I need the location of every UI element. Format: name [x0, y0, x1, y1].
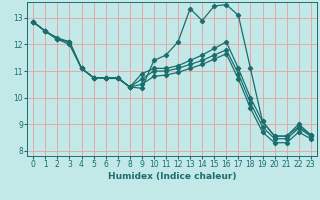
X-axis label: Humidex (Indice chaleur): Humidex (Indice chaleur) — [108, 172, 236, 181]
